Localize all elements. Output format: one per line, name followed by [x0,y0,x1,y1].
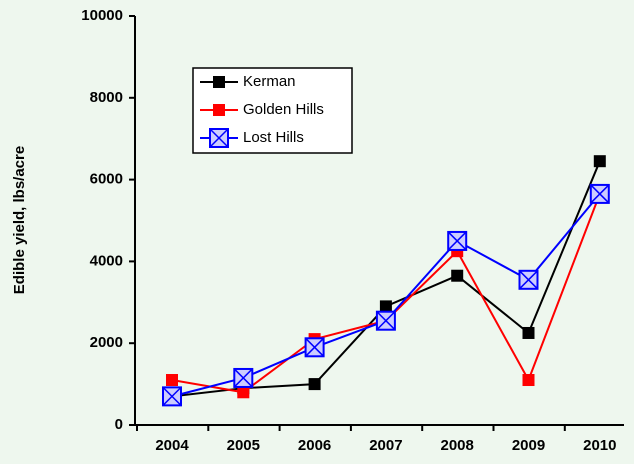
point [447,230,468,251]
point [451,269,464,282]
y-tick-label: 2000 [90,334,123,351]
point [304,337,325,358]
y-tick-label: 6000 [90,171,123,188]
point [233,367,254,388]
x-tick-label: 2006 [298,437,331,454]
x-tick-label: 2010 [583,437,616,454]
legend-marker [213,104,225,116]
legend-label: Kerman [243,73,296,90]
y-tick-label: 4000 [90,252,123,269]
legend-marker [213,76,225,88]
legend-label: Golden Hills [243,101,324,118]
x-tick-label: 2008 [441,437,474,454]
legend-marker [209,128,229,148]
point [522,326,535,339]
point [593,155,606,168]
x-tick-label: 2009 [512,437,545,454]
series-line [171,193,601,398]
x-tick-label: 2004 [155,437,189,454]
y-tick-label: 8000 [90,89,123,106]
point [451,245,464,258]
x-tick-label: 2007 [369,437,402,454]
point [237,386,250,399]
x-tick-label: 2005 [227,437,260,454]
y-tick-label: 10000 [81,7,123,24]
series-line [171,193,601,394]
point [162,386,182,407]
point [379,300,392,313]
point [308,378,321,391]
y-tick-label: 0 [115,416,123,433]
point [522,374,535,387]
point [518,269,539,290]
point [589,183,610,204]
legend-label: Lost Hills [243,129,304,146]
point [375,310,396,331]
y-axis-label: Edible yield, lbs/acre [11,146,28,294]
point [166,374,178,387]
